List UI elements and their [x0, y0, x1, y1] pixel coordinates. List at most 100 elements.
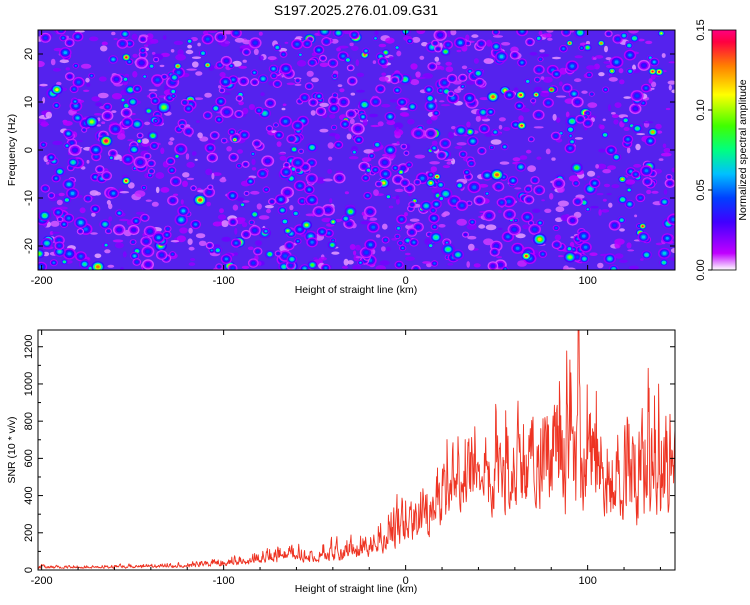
heatmap-cell: [143, 186, 145, 189]
heatmap-cell: [608, 77, 618, 82]
heatmap-cell: [38, 60, 45, 68]
heatmap-cell: [221, 220, 229, 228]
heatmap-cell: [257, 109, 261, 112]
heatmap-cell: [586, 121, 590, 125]
heatmap-cell: [234, 31, 238, 35]
heatmap-cell: [66, 132, 70, 135]
heatmap-cell: [187, 238, 193, 245]
heatmap-cell: [148, 89, 158, 92]
heatmap-cell: [411, 203, 414, 206]
heatmap-cell: [50, 220, 60, 227]
heatmap-cell: [242, 59, 247, 63]
heatmap-cell: [360, 220, 371, 225]
heatmap-cell: [197, 42, 201, 47]
heatmap-cell: [242, 107, 249, 115]
heatmap-cell: [389, 99, 398, 103]
heatmap-cell: [555, 227, 558, 229]
heatmap-cell: [368, 113, 379, 118]
heatmap-cell: [539, 53, 550, 57]
heatmap-cell: [127, 139, 134, 142]
heatmap-cell: [122, 251, 127, 258]
heatmap-cell: [287, 244, 291, 247]
heatmap-cell: [173, 76, 176, 79]
heatmap-cell: [456, 253, 460, 257]
heatmap-cell: [310, 240, 314, 244]
heatmap-cell: [596, 192, 604, 196]
heatmap-cell: [615, 156, 618, 159]
heatmap-cell: [513, 87, 519, 93]
heatmap-cell: [550, 88, 553, 91]
heatmap-cell: [588, 74, 591, 76]
heatmap-cell: [406, 239, 410, 242]
heatmap-cell: [489, 110, 493, 113]
heatmap-cell: [270, 200, 274, 203]
heatmap-cell: [310, 110, 316, 116]
heatmap-cell: [428, 97, 432, 100]
heatmap-cell: [546, 30, 554, 33]
heatmap-cell: [114, 77, 119, 81]
heatmap-cell: [286, 229, 289, 232]
heatmap-cell: [518, 115, 524, 122]
heatmap-cell: [446, 242, 448, 244]
heatmap-cell: [458, 184, 462, 187]
heatmap-cell: [337, 143, 340, 146]
heatmap-cell: [560, 132, 562, 134]
heatmap-cell: [250, 190, 260, 195]
heatmap-cell: [342, 265, 348, 269]
heatmap-cell: [446, 247, 450, 251]
heatmap-cell: [320, 230, 324, 233]
heatmap-cell: [55, 104, 58, 107]
heatmap-cell: [148, 229, 152, 233]
heatmap-cell: [150, 162, 153, 165]
heatmap-cell: [155, 172, 165, 179]
heatmap-cell: [559, 81, 563, 87]
heatmap-cell: [176, 235, 186, 243]
heatmap-cell: [295, 36, 303, 39]
heatmap-cell: [66, 144, 68, 147]
heatmap-cell: [635, 94, 639, 98]
heatmap-x-axis-label: Height of straight line (km): [295, 284, 418, 296]
heatmap-cell: [268, 127, 271, 130]
heatmap-cell: [428, 233, 431, 236]
heatmap-cell: [599, 124, 605, 130]
heatmap-cell: [586, 46, 589, 49]
heatmap-cell: [383, 160, 387, 165]
snr-x-tick-label: 100: [578, 575, 596, 587]
heatmap-cell: [583, 177, 587, 181]
heatmap-cell: [155, 186, 160, 194]
heatmap-cell: [624, 119, 627, 122]
heatmap-cell: [576, 200, 580, 203]
heatmap-cell: [242, 80, 246, 83]
heatmap-cell: [494, 244, 499, 248]
heatmap-cell: [414, 267, 418, 270]
heatmap-cell: [639, 196, 642, 199]
heatmap-cell: [135, 250, 139, 253]
heatmap-cell: [541, 199, 545, 202]
heatmap-cell: [131, 33, 138, 41]
heatmap-cell: [405, 152, 408, 154]
heatmap-cell: [219, 208, 224, 214]
heatmap-cell: [128, 60, 131, 63]
heatmap-cell: [466, 261, 471, 268]
heatmap-cell: [276, 46, 279, 49]
heatmap-cell: [432, 216, 436, 220]
heatmap-cell: [519, 93, 523, 97]
heatmap-cell: [568, 146, 572, 150]
heatmap-cell: [74, 65, 77, 67]
heatmap-cell: [374, 100, 378, 104]
heatmap-cell: [132, 228, 136, 232]
heatmap-cell: [317, 210, 321, 213]
heatmap-cell: [346, 133, 352, 140]
heatmap-cell: [421, 42, 428, 47]
heatmap-cell: [331, 61, 335, 65]
heatmap-cell: [73, 148, 77, 152]
heatmap-cell: [150, 170, 153, 173]
colorbar-tick-label: 0.00: [695, 259, 707, 280]
heatmap-cell: [281, 107, 286, 111]
heatmap-cell: [491, 264, 495, 268]
heatmap-cell: [387, 195, 390, 198]
heatmap-cell: [224, 257, 228, 261]
heatmap-cell: [537, 37, 540, 40]
heatmap-cell: [196, 120, 200, 123]
heatmap-cell: [169, 160, 172, 163]
